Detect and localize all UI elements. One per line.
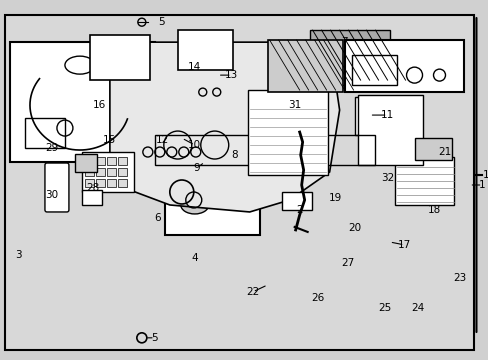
Text: 25: 25: [377, 303, 390, 313]
FancyBboxPatch shape: [85, 168, 94, 176]
FancyBboxPatch shape: [351, 55, 396, 85]
Ellipse shape: [181, 196, 208, 214]
FancyBboxPatch shape: [344, 40, 464, 92]
Text: 30: 30: [45, 190, 59, 200]
FancyBboxPatch shape: [96, 168, 104, 176]
Text: 1: 1: [482, 170, 488, 180]
FancyBboxPatch shape: [267, 40, 342, 92]
FancyBboxPatch shape: [96, 179, 104, 187]
Text: 19: 19: [328, 193, 342, 203]
Text: 22: 22: [245, 287, 259, 297]
Ellipse shape: [224, 189, 245, 204]
FancyBboxPatch shape: [118, 179, 126, 187]
Ellipse shape: [65, 56, 95, 74]
FancyBboxPatch shape: [107, 179, 116, 187]
Text: 5: 5: [151, 333, 158, 343]
Text: 13: 13: [224, 70, 238, 80]
Text: 32: 32: [380, 173, 393, 183]
FancyBboxPatch shape: [96, 157, 104, 165]
FancyBboxPatch shape: [107, 157, 116, 165]
Text: 2: 2: [296, 205, 303, 215]
Text: 20: 20: [347, 223, 361, 233]
Text: 8: 8: [231, 150, 238, 160]
Text: 16: 16: [93, 100, 106, 110]
FancyBboxPatch shape: [90, 35, 149, 80]
Text: 4: 4: [191, 253, 198, 263]
FancyBboxPatch shape: [107, 168, 116, 176]
Text: 15: 15: [103, 135, 116, 145]
FancyBboxPatch shape: [178, 30, 232, 70]
Polygon shape: [110, 42, 339, 212]
Text: 24: 24: [410, 303, 423, 313]
Text: 5: 5: [158, 17, 164, 27]
FancyBboxPatch shape: [75, 154, 97, 172]
Text: 9: 9: [193, 163, 200, 173]
Text: 1: 1: [478, 180, 485, 190]
Text: 28: 28: [86, 183, 100, 193]
Text: 29: 29: [45, 143, 59, 153]
FancyBboxPatch shape: [357, 95, 422, 165]
Text: 12: 12: [156, 135, 169, 145]
Text: 27: 27: [340, 258, 353, 268]
Text: 26: 26: [310, 293, 324, 303]
Text: 11: 11: [380, 110, 393, 120]
Text: 18: 18: [427, 205, 440, 215]
FancyBboxPatch shape: [281, 192, 311, 210]
FancyBboxPatch shape: [10, 42, 155, 162]
FancyBboxPatch shape: [118, 157, 126, 165]
FancyBboxPatch shape: [85, 157, 94, 165]
Text: 10: 10: [188, 140, 201, 150]
FancyBboxPatch shape: [354, 97, 409, 135]
Text: 17: 17: [397, 240, 410, 250]
Text: 21: 21: [437, 147, 450, 157]
FancyBboxPatch shape: [309, 30, 389, 85]
Text: 14: 14: [188, 62, 201, 72]
FancyBboxPatch shape: [82, 190, 102, 205]
FancyBboxPatch shape: [414, 138, 451, 160]
Text: 7: 7: [341, 37, 347, 47]
FancyBboxPatch shape: [25, 118, 65, 148]
FancyBboxPatch shape: [394, 157, 453, 205]
FancyBboxPatch shape: [45, 163, 69, 212]
Text: 23: 23: [452, 273, 465, 283]
FancyBboxPatch shape: [247, 90, 327, 175]
Text: 3: 3: [15, 250, 21, 260]
FancyBboxPatch shape: [85, 179, 94, 187]
Text: 31: 31: [287, 100, 301, 110]
FancyBboxPatch shape: [164, 160, 259, 235]
FancyBboxPatch shape: [118, 168, 126, 176]
FancyBboxPatch shape: [82, 152, 134, 192]
Text: 6: 6: [154, 213, 161, 223]
